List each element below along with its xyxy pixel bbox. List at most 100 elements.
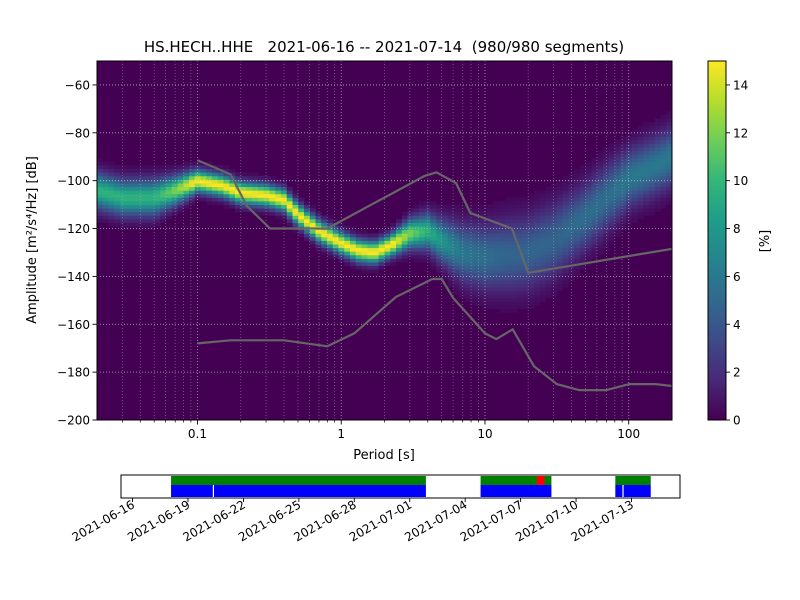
heatmap-cell <box>557 247 564 252</box>
heatmap-cell <box>516 233 523 238</box>
heatmap-cell <box>108 165 115 170</box>
heatmap-cell <box>269 204 276 209</box>
heatmap-cell <box>660 125 667 130</box>
heatmap-cell <box>597 172 604 177</box>
heatmap-cell <box>436 211 443 216</box>
heatmap-cell <box>447 244 454 249</box>
heatmap-cell <box>275 208 282 213</box>
heatmap-cell <box>125 165 132 170</box>
heatmap-cell <box>562 244 569 249</box>
heatmap-cell <box>166 179 173 184</box>
heatmap-cell <box>177 190 184 195</box>
heatmap-cell <box>580 229 587 234</box>
heatmap-cell <box>505 272 512 277</box>
heatmap-cell <box>580 244 587 249</box>
heatmap-cell <box>131 172 138 177</box>
heatmap-cell <box>551 236 558 241</box>
heatmap-cell <box>608 150 615 155</box>
heatmap-cell <box>597 168 604 173</box>
heatmap-cell <box>97 215 104 220</box>
heatmap-cell <box>551 240 558 245</box>
heatmap-cell <box>281 186 288 191</box>
heatmap-cell <box>183 193 190 198</box>
heatmap-cell <box>292 229 299 234</box>
heatmap-cell <box>258 175 265 180</box>
heatmap-cell <box>252 186 259 191</box>
heatmap-cell <box>608 208 615 213</box>
heatmap-cell <box>401 236 408 241</box>
heatmap-cell <box>332 226 339 231</box>
heatmap-cell <box>643 150 650 155</box>
heatmap-cell <box>654 118 661 123</box>
heatmap-cell <box>637 150 644 155</box>
heatmap-cell <box>557 279 564 284</box>
heatmap-cell <box>522 305 529 310</box>
heatmap-cell <box>562 197 569 202</box>
heatmap-cell <box>407 215 414 220</box>
heatmap-cell <box>361 254 368 259</box>
heatmap-cell <box>229 172 236 177</box>
heatmap-cell <box>597 201 604 205</box>
heatmap-cell <box>626 186 633 191</box>
heatmap-cell <box>557 229 564 234</box>
heatmap-cell <box>465 251 472 256</box>
heatmap-cell <box>516 301 523 306</box>
heatmap-cell <box>666 183 672 188</box>
heatmap-cell <box>654 150 661 155</box>
heatmap-cell <box>120 193 127 198</box>
heatmap-cell <box>493 247 500 252</box>
heatmap-cell <box>235 204 242 209</box>
heatmap-cell <box>327 236 334 241</box>
heatmap-cell <box>459 222 466 227</box>
pdf-heatmap <box>97 111 672 313</box>
heatmap-cell <box>97 168 104 173</box>
heatmap-cell <box>269 208 276 213</box>
heatmap-cell <box>143 165 150 170</box>
heatmap-cell <box>143 172 150 177</box>
heatmap-cell <box>511 251 518 256</box>
heatmap-cell <box>171 208 178 213</box>
heatmap-cell <box>304 218 311 223</box>
heatmap-cell <box>436 258 443 263</box>
heatmap-cell <box>551 183 558 188</box>
heatmap-cell <box>361 251 368 256</box>
heatmap-cell <box>562 175 569 180</box>
heatmap-cell <box>148 197 155 202</box>
heatmap-cell <box>125 193 132 198</box>
heatmap-cell <box>557 211 564 216</box>
heatmap-cell <box>430 244 437 249</box>
heatmap-cell <box>528 215 535 220</box>
heatmap-cell <box>562 236 569 241</box>
heatmap-cell <box>539 294 546 299</box>
heatmap-cell <box>666 132 672 137</box>
heatmap-cell <box>534 265 541 270</box>
heatmap-cell <box>321 247 328 252</box>
heatmap-cell <box>137 172 144 177</box>
x-tick-label: 0.1 <box>188 427 207 441</box>
heatmap-cell <box>499 244 506 249</box>
heatmap-cell <box>534 204 541 209</box>
colorbar-tick-label: 2 <box>733 366 741 380</box>
heatmap-cell <box>637 165 644 170</box>
heatmap-cell <box>470 233 477 238</box>
heatmap-cell <box>143 183 150 188</box>
heatmap-cell <box>493 201 500 205</box>
heatmap-cell <box>97 183 104 188</box>
heatmap-cell <box>545 254 552 259</box>
heatmap-cell <box>102 218 109 223</box>
heatmap-cell <box>557 222 564 227</box>
heatmap-cell <box>453 269 460 274</box>
heatmap-cell <box>654 204 661 209</box>
heatmap-cell <box>148 175 155 180</box>
heatmap-cell <box>240 175 247 180</box>
heatmap-cell <box>505 258 512 263</box>
heatmap-cell <box>551 269 558 274</box>
heatmap-cell <box>637 183 644 188</box>
heatmap-cell <box>281 211 288 216</box>
heatmap-cell <box>643 172 650 177</box>
heatmap-cell <box>654 190 661 195</box>
heatmap-cell <box>499 233 506 238</box>
heatmap-cell <box>424 244 431 249</box>
heatmap-cell <box>574 265 581 270</box>
